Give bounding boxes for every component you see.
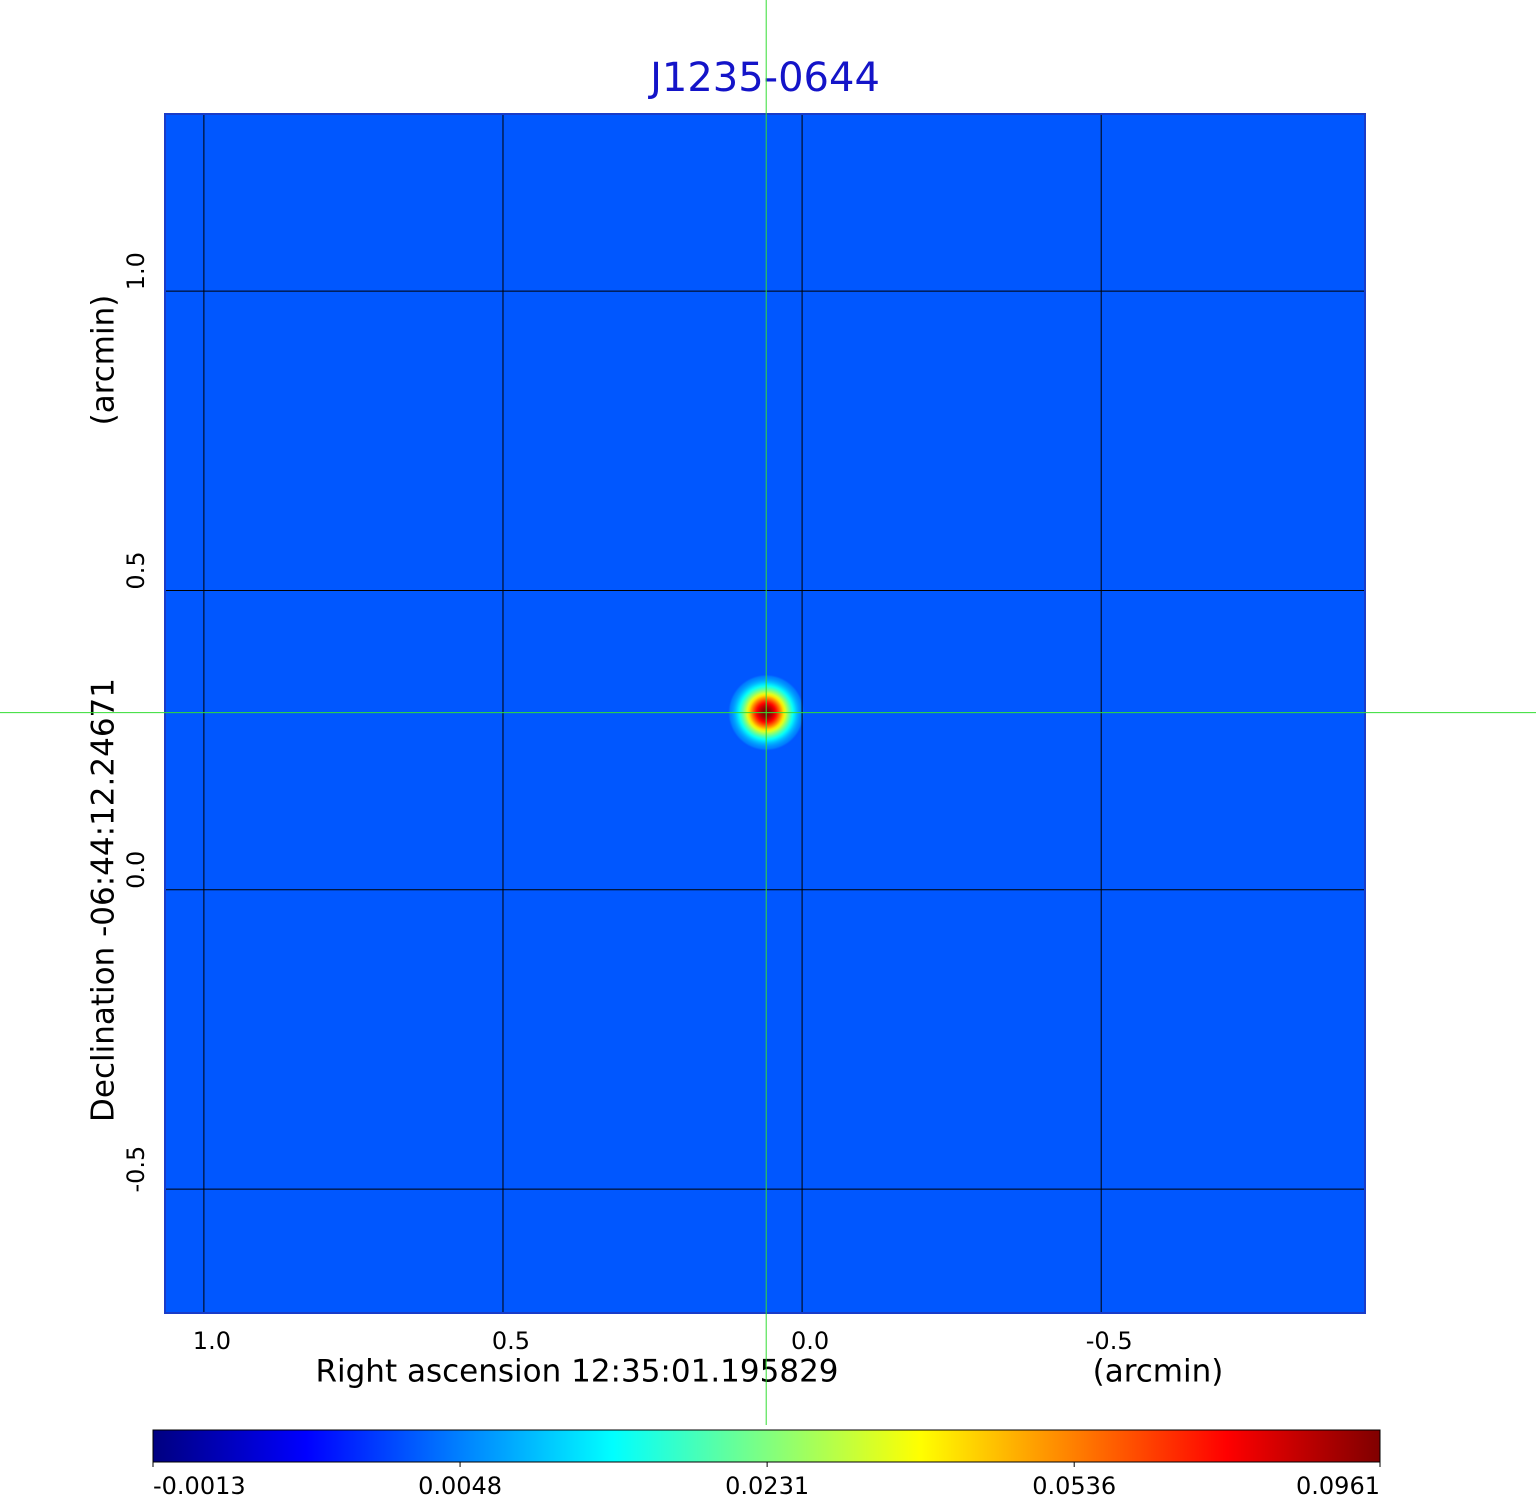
colorbar-tick-label: -0.0013 (153, 1472, 246, 1500)
x-axis-label: Right ascension 12:35:01.195829 (315, 1354, 838, 1390)
chart-title: J1235-0644 (647, 55, 880, 101)
y-tick-label: 0.0 (122, 851, 150, 889)
y-axis-unit: (arcmin) (86, 295, 122, 426)
y-tick-label: 1.0 (122, 252, 150, 290)
colorbar-tick-label: 0.0961 (1296, 1472, 1380, 1500)
x-tick-label: 0.0 (791, 1327, 829, 1355)
x-tick-label: -0.5 (1086, 1327, 1133, 1355)
colorbar-tick-label: 0.0231 (725, 1472, 809, 1500)
x-axis-unit: (arcmin) (1093, 1354, 1224, 1390)
x-tick-label: 0.5 (492, 1327, 530, 1355)
y-axis-label: Declination -06:44:12.24671 (86, 678, 122, 1122)
colorbar (152, 1429, 1381, 1463)
y-tick-label: 0.5 (122, 551, 150, 589)
colorbar-tick-label: 0.0536 (1032, 1472, 1116, 1500)
colorbar-tick-label: 0.0048 (418, 1472, 502, 1500)
y-tick-label: -0.5 (122, 1146, 150, 1193)
plot-frame (164, 113, 1366, 1314)
x-tick-label: 1.0 (193, 1327, 231, 1355)
